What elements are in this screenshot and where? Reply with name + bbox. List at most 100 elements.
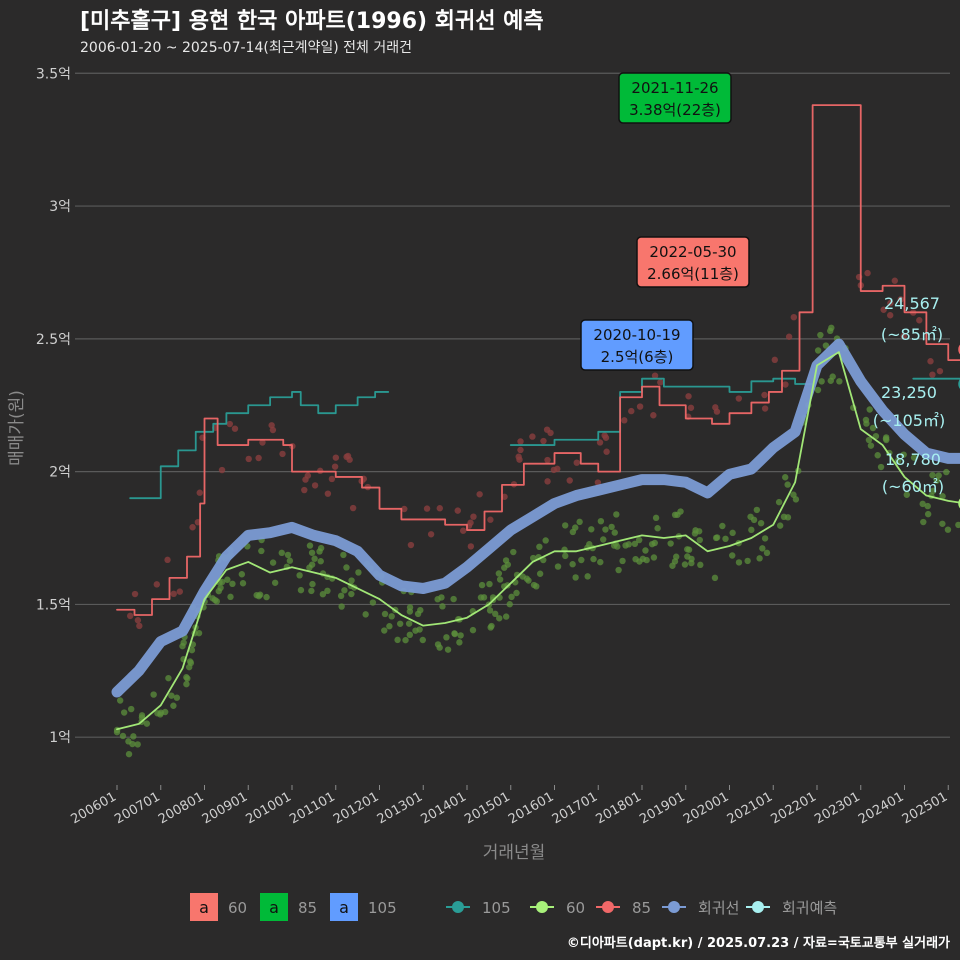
scatter-point-60 xyxy=(306,564,313,571)
scatter-point-85 xyxy=(231,425,239,432)
end-labels: 24,567 (~85㎡) 23,250 (~105㎡) 18,780 (~60㎡) xyxy=(873,294,960,509)
scatter-point-60 xyxy=(308,587,315,595)
scatter-point-60 xyxy=(910,454,918,461)
scatter-point-60 xyxy=(822,342,830,349)
scatter-point-85 xyxy=(517,438,524,445)
x-tick-label: 201901 xyxy=(637,789,687,827)
scatter-point-60 xyxy=(414,610,422,618)
scatter-point-60 xyxy=(669,562,676,569)
scatter-point-60 xyxy=(506,601,513,608)
scatter-point-60 xyxy=(722,535,729,543)
scatter-point-60 xyxy=(748,526,755,534)
scatter-point-60 xyxy=(341,587,348,594)
scatter-point-85 xyxy=(301,486,308,494)
scatter-point-60 xyxy=(187,659,195,667)
scatter-point-60 xyxy=(113,728,121,736)
scatter-point-85 xyxy=(176,588,184,595)
scatter-point-60 xyxy=(179,642,186,650)
scatter-point-85 xyxy=(897,296,904,303)
scatter-point-85 xyxy=(164,556,171,564)
x-tick-label: 202001 xyxy=(681,789,731,827)
scatter-point-60 xyxy=(488,622,495,630)
scatter-point-85 xyxy=(153,581,161,588)
scatter-point-85 xyxy=(544,478,551,485)
y-tick-label: 3.5억 xyxy=(36,66,71,82)
scatter-point-85 xyxy=(196,489,203,496)
scatter-point-60 xyxy=(756,555,763,562)
scatter-point-85 xyxy=(650,412,657,419)
scatter-point-85 xyxy=(332,454,340,461)
scatter-point-60 xyxy=(572,574,579,581)
scatter-point-60 xyxy=(340,551,347,559)
end-label-area: (~85㎡) xyxy=(881,325,943,344)
x-tick-label: 202101 xyxy=(725,789,775,827)
scatter-point-85 xyxy=(501,493,508,500)
scatter-point-60 xyxy=(692,527,699,534)
scatter-point-60 xyxy=(116,697,124,704)
scatter-point-60 xyxy=(615,566,622,574)
scatter-point-60 xyxy=(863,420,870,427)
grid-lines xyxy=(75,72,950,738)
chart-subtitle: 2006-01-20 ~ 2025-07-14(최근계약일) 전체 거래건 xyxy=(80,40,412,56)
scatter-point-60 xyxy=(883,434,890,441)
scatter-point-60 xyxy=(542,537,549,544)
scatter-point-60 xyxy=(195,629,203,637)
scatter-point-60 xyxy=(930,487,937,495)
scatter-point-60 xyxy=(239,580,247,587)
annotations: 2021-11-26 3.38억(22층) 2022-05-30 2.66억(11층)… xyxy=(580,72,750,371)
scatter-point-60 xyxy=(782,474,789,481)
scatter-point-60 xyxy=(150,691,157,698)
scatter-point-60 xyxy=(933,477,941,484)
scatter-point-85 xyxy=(423,505,431,512)
scatter-point-85 xyxy=(771,356,778,364)
scatter-point-60 xyxy=(827,377,834,384)
scatter-point-60 xyxy=(729,552,736,559)
legend-fill-glyph: a xyxy=(199,898,209,917)
scatter-point-85 xyxy=(516,456,523,463)
scatter-point-60 xyxy=(168,692,175,699)
scatter-point-85 xyxy=(880,306,887,313)
scatter-point-60 xyxy=(355,569,362,576)
scatter-point-60 xyxy=(324,587,331,595)
scatter-point-60 xyxy=(129,740,136,748)
scatter-point-60 xyxy=(672,553,680,560)
scatter-point-85 xyxy=(304,472,312,479)
scatter-point-60 xyxy=(929,471,936,479)
end-label-area: (~105㎡) xyxy=(873,411,945,430)
scatter-point-60 xyxy=(817,331,824,339)
x-tick-label: 202301 xyxy=(812,789,862,827)
annotation-date: 2022-05-30 xyxy=(649,243,736,261)
end-label-value: 23,250 xyxy=(881,383,937,402)
scatter-point-60 xyxy=(780,513,788,521)
scatter-point-60 xyxy=(513,589,520,597)
scatter-point-60 xyxy=(900,451,907,458)
scatter-point-85 xyxy=(218,466,226,474)
scatter-point-85 xyxy=(344,452,352,460)
scatter-point-60 xyxy=(311,555,318,562)
scatter-point-60 xyxy=(338,603,345,610)
scatter-point-60 xyxy=(263,593,270,601)
scatter-point-60 xyxy=(935,472,942,479)
scatter-point-60 xyxy=(814,386,822,394)
scatter-point-85 xyxy=(454,507,461,514)
scatter-point-85 xyxy=(126,612,134,620)
scatter-point-60 xyxy=(632,555,639,563)
scatter-point-60 xyxy=(677,508,684,515)
scatter-point-60 xyxy=(419,636,426,644)
scatter-point-60 xyxy=(763,549,771,557)
x-tick-label: 202501 xyxy=(900,789,950,827)
scatter-point-60 xyxy=(667,540,674,547)
scatter-point-60 xyxy=(597,517,605,525)
x-tick-label: 201701 xyxy=(550,789,600,827)
scatter-point-85 xyxy=(651,372,659,379)
scatter-point-60 xyxy=(688,559,695,567)
scatter-point-60 xyxy=(394,636,401,644)
legend-fill-label: 60 xyxy=(228,899,247,917)
scatter-point-60 xyxy=(125,750,133,758)
scatter-point-60 xyxy=(814,347,822,354)
scatter-point-60 xyxy=(386,623,393,630)
scatter-point-60 xyxy=(818,378,825,385)
scatter-point-60 xyxy=(865,436,873,444)
scatter-point-85 xyxy=(735,395,743,402)
scatter-point-60 xyxy=(776,522,784,529)
